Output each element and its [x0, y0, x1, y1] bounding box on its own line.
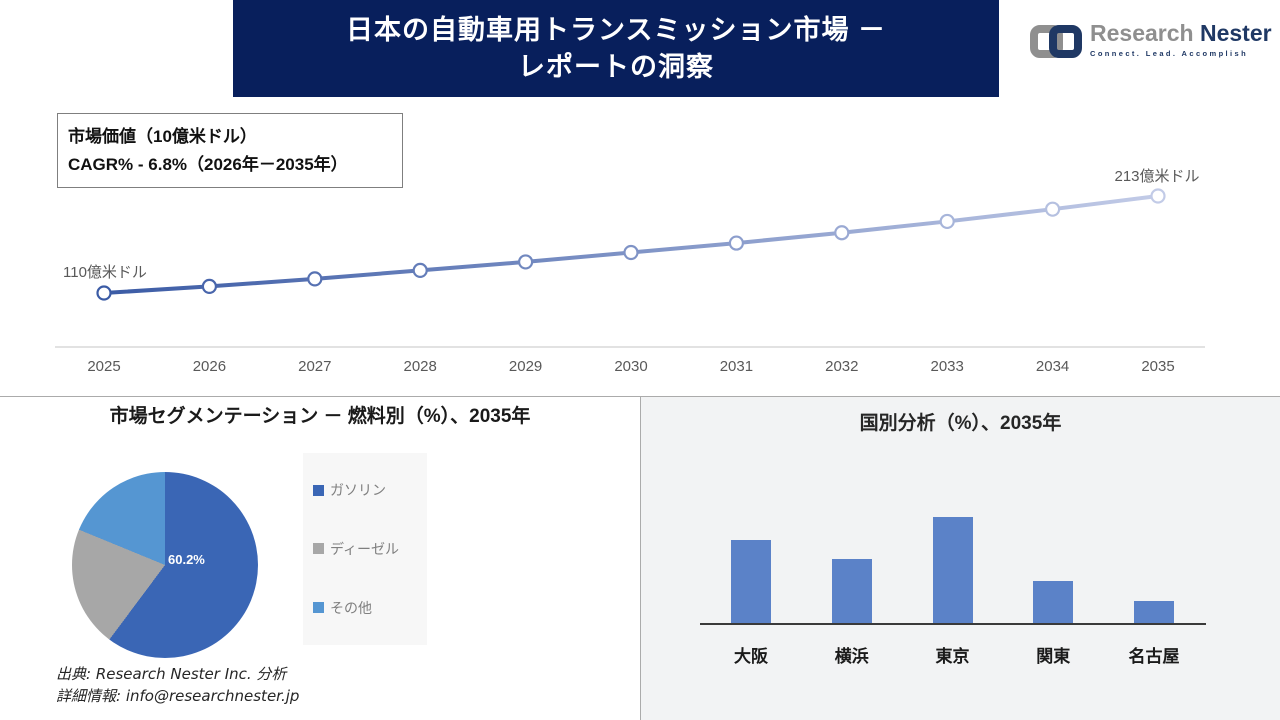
x-tick-2026: 2026 [193, 358, 226, 375]
bar-関東 [1033, 581, 1074, 623]
logo-tagline: Connect. Lead. Accomplish [1090, 49, 1249, 58]
legend-swatch-icon [313, 484, 324, 496]
pie-data-label: 60.2% [168, 552, 205, 567]
line-marker-2025 [96, 285, 112, 301]
legend-item-0: ガソリン [313, 480, 427, 500]
legend-label: ガソリン [330, 482, 386, 499]
bar-東京 [932, 517, 973, 623]
vertical-divider [640, 396, 641, 720]
legend-swatch-icon [313, 543, 324, 555]
x-tick-2028: 2028 [404, 358, 437, 375]
legend-label: その他 [330, 599, 372, 616]
line-marker-2035 [1150, 188, 1166, 204]
source-note: 出典: Research Nester Inc. 分析 [56, 665, 287, 683]
market-value-line-chart: 2025 2026 2027 2028 2029 2030 2031 2032 2033 2034… [55, 168, 1205, 375]
x-tick-2030: 2030 [614, 358, 647, 375]
x-tick-2025: 2025 [87, 358, 120, 375]
start-value-label: 110億米ドル [63, 264, 147, 281]
legend-label: ディーゼル [330, 540, 400, 557]
pie-legend: ガソリンディーゼルその他 [303, 453, 427, 645]
market-value-box: 市場価値（10億米ドル） CAGR% - 6.8%（2026年－2035年） [57, 113, 403, 188]
bar-category-label: 横浜 [834, 647, 869, 666]
report-title-line2: レポートの洞察 [518, 51, 714, 82]
footer: 出典: Research Nester Inc. 分析 詳細情報: info@r… [56, 663, 299, 707]
logo-name: Research Nester [1090, 20, 1272, 46]
line-marker-2026 [201, 278, 217, 295]
report-title-banner: 日本の自動車用トランスミッション市場 － レポートの洞察 [233, 0, 999, 97]
cagr-label: CAGR% - 6.8%（2026年－2035年） [68, 155, 348, 174]
x-tick-2032: 2032 [825, 358, 858, 375]
bar-category-label: 東京 [935, 647, 970, 666]
contact-note: 詳細情報: info@researchnester.jp [56, 687, 300, 705]
line-marker-2031 [728, 235, 745, 251]
end-value-label: 213億米ドル [1114, 168, 1199, 185]
line-marker-2028 [412, 262, 428, 278]
line-marker-2032 [834, 225, 850, 241]
bar-category-label: 名古屋 [1128, 647, 1180, 666]
legend-item-2: その他 [313, 598, 427, 618]
bar-section-title: 国別分析（%）、2035年 [859, 413, 1062, 434]
pie-section-title: 市場セグメンテーション － 燃料別（%）、2035年 [109, 406, 531, 427]
bar-category-label: 関東 [1036, 647, 1071, 666]
bar-名古屋 [1134, 600, 1174, 623]
x-tick-2033: 2033 [931, 358, 964, 375]
country-analysis-panel: 国別分析（%）、2035年 大阪 横浜 東京 関東 名古屋 [641, 397, 1280, 720]
x-tick-2035: 2035 [1141, 358, 1174, 375]
x-tick-2029: 2029 [509, 358, 542, 375]
line-marker-2033 [939, 213, 955, 230]
research-nester-logo: Research Nester Connect. Lead. Accomplis… [1028, 20, 1272, 69]
bar-大阪 [731, 539, 771, 623]
x-tick-2031: 2031 [720, 358, 753, 375]
bar-chart-axis [700, 623, 1206, 625]
line-marker-2034 [1044, 201, 1061, 217]
line-marker-2030 [623, 244, 639, 261]
market-value-line [102, 194, 1160, 295]
legend-item-1: ディーゼル [313, 539, 427, 559]
legend-swatch-icon [313, 602, 324, 614]
line-marker-2029 [517, 254, 534, 270]
x-tick-2027: 2027 [298, 358, 331, 375]
report-title-line1: 日本の自動車用トランスミッション市場 － [346, 14, 886, 45]
bar-横浜 [831, 559, 872, 623]
bar-category-label: 大阪 [734, 647, 768, 666]
line-marker-2027 [307, 271, 323, 287]
fuel-segmentation-pie-chart [72, 472, 258, 658]
x-tick-2034: 2034 [1036, 358, 1069, 375]
chain-links-icon [1028, 20, 1084, 69]
market-value-label: 市場価値（10億米ドル） [68, 127, 257, 146]
